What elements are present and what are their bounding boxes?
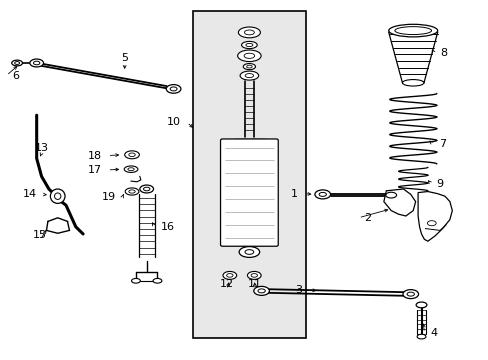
Ellipse shape xyxy=(427,221,435,226)
Ellipse shape xyxy=(385,192,396,198)
Ellipse shape xyxy=(253,287,269,295)
Text: 6: 6 xyxy=(12,71,19,81)
Text: 17: 17 xyxy=(87,165,102,175)
Ellipse shape xyxy=(124,166,138,172)
Ellipse shape xyxy=(244,73,253,78)
Ellipse shape xyxy=(33,61,40,65)
Text: 13: 13 xyxy=(35,143,48,153)
Ellipse shape xyxy=(258,289,265,293)
Ellipse shape xyxy=(30,59,43,67)
Text: 9: 9 xyxy=(436,179,443,189)
Ellipse shape xyxy=(15,62,20,64)
Ellipse shape xyxy=(415,302,426,308)
Ellipse shape xyxy=(244,250,253,255)
Ellipse shape xyxy=(239,247,259,257)
Ellipse shape xyxy=(153,279,162,283)
Ellipse shape xyxy=(125,188,139,195)
Ellipse shape xyxy=(170,87,177,91)
Ellipse shape xyxy=(127,168,134,171)
Ellipse shape xyxy=(237,50,261,62)
Text: 12: 12 xyxy=(220,279,233,289)
Text: 18: 18 xyxy=(87,150,102,161)
Ellipse shape xyxy=(223,271,236,279)
Ellipse shape xyxy=(124,151,139,159)
Text: 2: 2 xyxy=(364,213,371,223)
Ellipse shape xyxy=(394,27,430,35)
FancyBboxPatch shape xyxy=(220,139,278,246)
Polygon shape xyxy=(383,189,415,216)
Ellipse shape xyxy=(244,53,254,58)
Ellipse shape xyxy=(143,187,149,191)
Ellipse shape xyxy=(406,292,414,296)
Text: 16: 16 xyxy=(160,222,174,232)
Ellipse shape xyxy=(131,279,140,283)
Text: 3: 3 xyxy=(295,285,302,295)
Ellipse shape xyxy=(416,334,425,339)
Ellipse shape xyxy=(318,192,326,197)
Ellipse shape xyxy=(243,64,255,70)
Ellipse shape xyxy=(50,189,65,203)
Ellipse shape xyxy=(129,153,135,157)
Text: 5: 5 xyxy=(121,53,128,63)
Ellipse shape xyxy=(245,44,252,47)
Text: 1: 1 xyxy=(291,189,298,199)
Text: 15: 15 xyxy=(33,230,47,240)
Ellipse shape xyxy=(226,274,232,277)
Ellipse shape xyxy=(238,27,260,38)
Ellipse shape xyxy=(314,190,330,199)
Text: 19: 19 xyxy=(102,192,116,202)
Ellipse shape xyxy=(402,80,423,86)
Text: 4: 4 xyxy=(429,328,437,338)
Text: 14: 14 xyxy=(22,189,37,199)
Ellipse shape xyxy=(251,274,257,277)
Ellipse shape xyxy=(244,30,254,35)
Text: 7: 7 xyxy=(438,139,445,149)
Ellipse shape xyxy=(241,41,257,49)
Ellipse shape xyxy=(402,289,418,299)
Ellipse shape xyxy=(12,60,22,66)
Ellipse shape xyxy=(247,271,261,279)
FancyBboxPatch shape xyxy=(224,142,274,243)
Text: 10: 10 xyxy=(166,117,181,127)
Text: 8: 8 xyxy=(439,48,447,58)
Text: 11: 11 xyxy=(248,279,262,289)
Ellipse shape xyxy=(388,24,437,37)
Ellipse shape xyxy=(166,85,181,93)
Ellipse shape xyxy=(240,71,258,80)
Ellipse shape xyxy=(140,185,153,193)
Ellipse shape xyxy=(129,190,135,193)
FancyBboxPatch shape xyxy=(193,11,305,338)
Ellipse shape xyxy=(54,193,61,199)
Ellipse shape xyxy=(246,65,252,68)
Polygon shape xyxy=(417,192,451,241)
